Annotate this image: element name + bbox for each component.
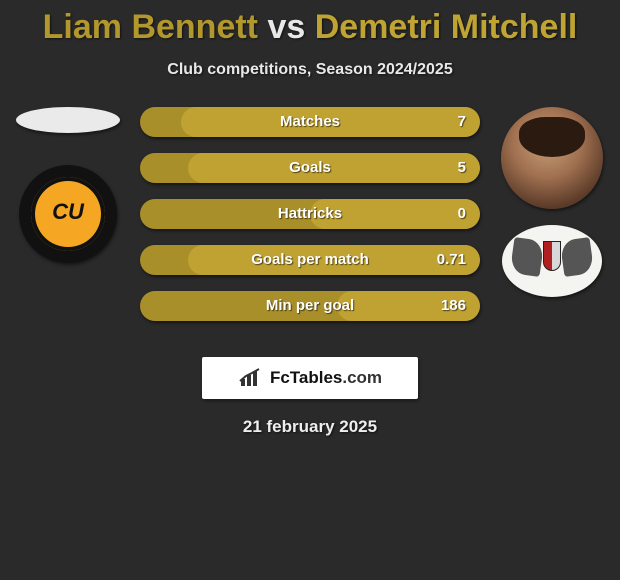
date-text: 21 february 2025 (0, 417, 620, 437)
stat-value-right: 5 (458, 153, 466, 183)
player1-avatar (16, 107, 120, 133)
stat-value-right: 0 (458, 199, 466, 229)
stat-value-right: 186 (441, 291, 466, 321)
stat-bar: Hattricks 0 (140, 199, 480, 229)
stat-bar: Goals 5 (140, 153, 480, 183)
player2-avatar (501, 107, 603, 209)
player1-club-crest: CU (19, 165, 117, 263)
subtitle: Club competitions, Season 2024/2025 (0, 61, 620, 79)
player2-name: Demetri Mitchell (315, 8, 578, 46)
player2-column (492, 107, 612, 297)
logo-brand: FcTables (270, 368, 342, 387)
source-logo: FcTables.com (202, 357, 418, 399)
stat-label: Goals (140, 153, 480, 183)
player1-column: CU (8, 107, 128, 263)
stat-label: Hattricks (140, 199, 480, 229)
club-crest-text: CU (19, 199, 117, 225)
stat-bars: Matches 7 Goals 5 Hattricks 0 Goals per … (140, 107, 480, 337)
stat-value-right: 0.71 (437, 245, 466, 275)
player2-club-crest (502, 225, 602, 297)
stat-label: Min per goal (140, 291, 480, 321)
stat-value-right: 7 (458, 107, 466, 137)
chart-icon (238, 367, 266, 389)
player1-name: Liam Bennett (43, 8, 258, 46)
stat-label: Matches (140, 107, 480, 137)
comparison-title: Liam Bennett vs Demetri Mitchell (0, 0, 620, 47)
comparison-body: CU Matches 7 Goals 5 Hattricks 0 (0, 107, 620, 337)
stat-bar: Goals per match 0.71 (140, 245, 480, 275)
stat-bar: Matches 7 (140, 107, 480, 137)
logo-suffix: .com (342, 368, 382, 387)
logo-text: FcTables.com (270, 368, 382, 388)
stat-label: Goals per match (140, 245, 480, 275)
stat-bar: Min per goal 186 (140, 291, 480, 321)
vs-text: vs (267, 8, 305, 46)
